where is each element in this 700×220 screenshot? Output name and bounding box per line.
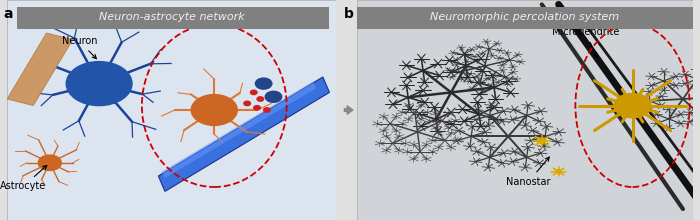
Text: Neuron-astrocyte network: Neuron-astrocyte network <box>99 11 244 22</box>
Circle shape <box>257 97 264 101</box>
Circle shape <box>191 95 237 125</box>
Text: Microdendrite: Microdendrite <box>552 27 620 58</box>
Text: Neuron: Neuron <box>62 36 97 59</box>
Polygon shape <box>158 77 330 191</box>
Circle shape <box>66 62 132 106</box>
Circle shape <box>244 101 251 106</box>
Circle shape <box>253 106 260 110</box>
Circle shape <box>614 94 651 118</box>
Circle shape <box>556 170 561 174</box>
Text: Nanostar: Nanostar <box>506 157 551 187</box>
Text: a: a <box>4 7 13 21</box>
Circle shape <box>256 78 272 89</box>
Circle shape <box>538 138 545 143</box>
FancyBboxPatch shape <box>17 7 330 29</box>
Text: Neuromorphic percolation system: Neuromorphic percolation system <box>430 11 620 22</box>
Circle shape <box>264 108 270 112</box>
Text: b: b <box>344 7 354 21</box>
Circle shape <box>38 155 62 170</box>
Text: Astrocyte: Astrocyte <box>0 165 47 191</box>
FancyBboxPatch shape <box>357 7 693 29</box>
FancyBboxPatch shape <box>357 0 693 220</box>
Circle shape <box>251 90 257 95</box>
Polygon shape <box>162 81 316 178</box>
Circle shape <box>265 91 281 102</box>
FancyBboxPatch shape <box>7 0 336 220</box>
Polygon shape <box>7 33 73 106</box>
